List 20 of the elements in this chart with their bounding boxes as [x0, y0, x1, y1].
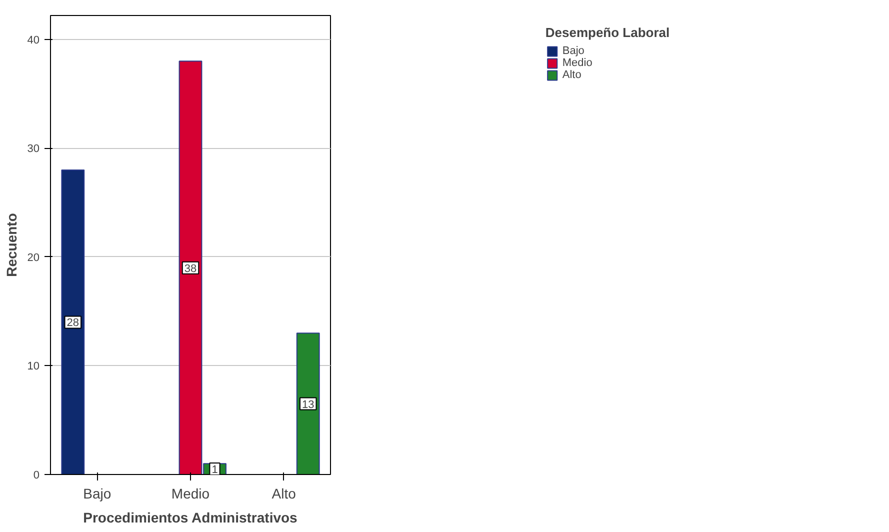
legend-label: Bajo: [562, 45, 584, 57]
y-tick-label: 30: [27, 143, 40, 156]
y-tick-label: 20: [27, 252, 40, 264]
bar: [61, 169, 85, 474]
x-tick-label: Bajo: [83, 486, 112, 502]
bar: [296, 332, 320, 474]
y-axis-title: Recuento: [3, 213, 20, 277]
data-label: 28: [66, 317, 80, 330]
y-tick-label: 10: [27, 360, 40, 373]
data-label: 13: [302, 398, 314, 411]
legend-label: Alto: [562, 69, 582, 81]
y-tick-label: 40: [27, 34, 40, 46]
x-tick-label: Alto: [272, 486, 296, 502]
x-tick-label: Medio: [171, 486, 210, 502]
data-label: 38: [184, 262, 197, 275]
y-tick-label: 0: [33, 470, 40, 482]
legend-title: Desempeño Laboral: [545, 25, 670, 40]
x-axis-title: Procedimientos Administrativos: [83, 510, 298, 526]
data-label: 1: [212, 464, 218, 476]
legend-label: Medio: [562, 57, 592, 69]
